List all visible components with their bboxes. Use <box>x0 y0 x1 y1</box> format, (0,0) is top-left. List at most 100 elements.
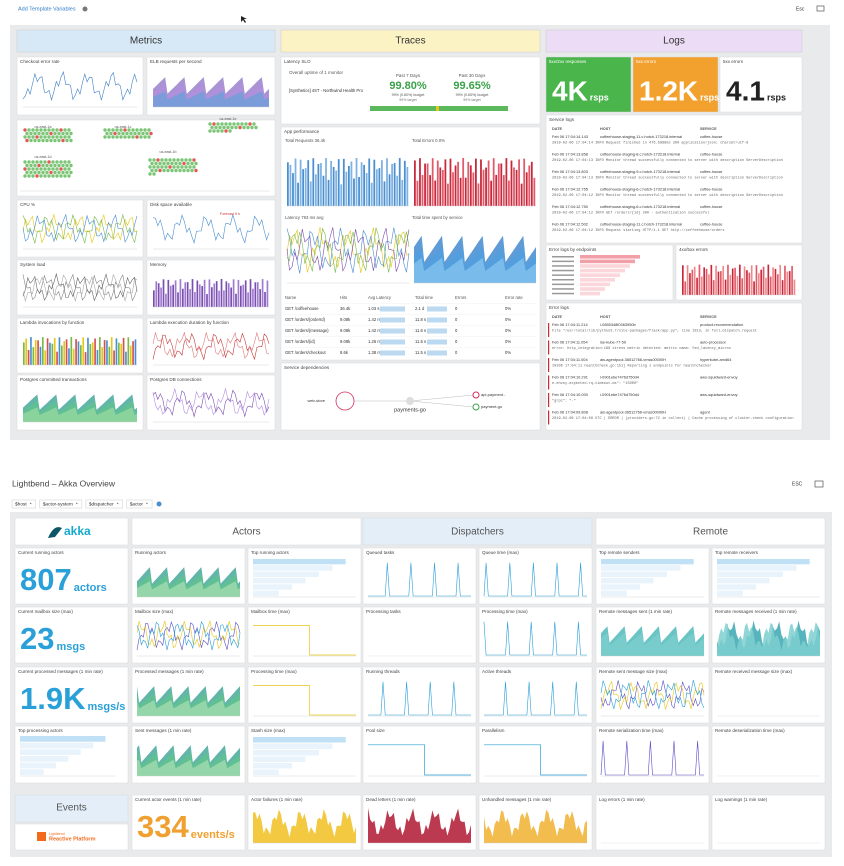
table-cell: 1.42 ms <box>368 328 383 333</box>
list-bar <box>20 762 57 769</box>
filter-chip[interactable] <box>39 499 83 509</box>
chart-line <box>152 331 270 359</box>
chart-bar <box>63 341 66 365</box>
host-dot <box>188 165 192 169</box>
chart-bar <box>691 269 694 295</box>
host-dot <box>55 128 59 132</box>
panel-title: Stash size (max) <box>251 728 286 733</box>
esc-button[interactable]: ESC <box>792 481 803 487</box>
dep-node[interactable] <box>406 397 414 405</box>
chart-bar <box>416 180 419 206</box>
chart-bar <box>208 279 211 307</box>
host-dot <box>139 135 143 139</box>
panel <box>16 56 144 116</box>
chart-bar <box>189 289 191 307</box>
panel-title: Latency SLO <box>284 59 311 64</box>
host-dot <box>242 125 246 130</box>
chart-title: Total Requests 36.4k <box>285 138 326 143</box>
chart-area <box>153 91 269 107</box>
host-dot <box>33 131 37 136</box>
dep-node[interactable] <box>335 391 355 411</box>
slo-value: 99.65% <box>453 80 491 92</box>
chart-bar <box>393 163 396 206</box>
chart-bar <box>91 342 94 365</box>
host-dot <box>67 167 71 171</box>
chart-bar <box>424 163 426 206</box>
chart-bar <box>360 162 363 206</box>
table-header: Name <box>285 295 297 300</box>
chart-bar <box>215 281 218 307</box>
log-message: 2019-02-06 17:04:12 INFO GET /orders/{id… <box>552 210 709 215</box>
chart-bar <box>715 265 717 295</box>
host-dot <box>61 163 65 168</box>
dep-label: payment-go <box>481 404 503 409</box>
host-dot <box>53 131 57 136</box>
tv-icon[interactable] <box>816 5 825 12</box>
chart-bar <box>774 268 777 295</box>
chart-bar <box>56 351 58 365</box>
chart-bar <box>58 337 61 365</box>
section-title: Events <box>56 803 87 814</box>
host-dot <box>244 122 248 126</box>
host-dot <box>218 125 222 130</box>
chart-bar <box>51 343 54 365</box>
host-dot <box>176 165 180 169</box>
host-dot <box>55 174 59 178</box>
help-icon[interactable] <box>82 6 88 12</box>
chart-bar <box>729 274 732 295</box>
slo-period: Past 7 Days <box>396 73 421 78</box>
chart-bar <box>365 173 368 206</box>
host-dot <box>123 128 127 132</box>
host-dot <box>39 174 43 178</box>
chart-bar <box>701 276 703 295</box>
stat-unit: rsps <box>590 92 609 102</box>
help-icon[interactable] <box>156 501 162 507</box>
chart-bar <box>421 174 424 206</box>
chart-bar <box>731 268 734 295</box>
table-cell: GET /orders/{id} <box>285 339 316 344</box>
table-cell: 11.5 s <box>415 350 426 355</box>
dep-label: api-payment... <box>481 392 506 397</box>
chart-bar <box>287 162 289 206</box>
chart-bar <box>53 337 56 365</box>
endpoint-line <box>552 279 574 281</box>
host-dot <box>67 160 71 164</box>
filter-chip[interactable] <box>126 499 153 509</box>
esc-button[interactable]: Esc <box>796 6 805 12</box>
chart-bar <box>82 337 85 365</box>
table-cell: 8.6k <box>340 350 349 355</box>
chart-bar <box>781 280 784 295</box>
stat-value: 807 <box>20 562 72 597</box>
list-bar <box>717 565 797 571</box>
chart-bar <box>89 344 92 365</box>
hostmap-label: us-east-1a <box>35 125 52 129</box>
chart-line <box>368 562 471 597</box>
filter-chip[interactable] <box>85 499 123 509</box>
dep-node[interactable] <box>472 391 480 399</box>
endpoint-bar <box>580 268 625 273</box>
filter-chip[interactable] <box>11 499 36 509</box>
chart-area <box>137 759 240 776</box>
list-bar <box>253 769 279 775</box>
host-dot <box>232 122 236 126</box>
host-dot <box>65 138 69 143</box>
host-dot <box>236 122 240 126</box>
table-bar <box>380 339 405 345</box>
tv-icon[interactable] <box>814 480 824 488</box>
chart-bar <box>37 340 39 365</box>
panel <box>14 794 129 823</box>
slo-budget: 99% (0.65%) budget <box>456 93 489 97</box>
chart-bar <box>49 342 51 365</box>
panel-title: Top processing actors <box>18 728 63 733</box>
chart-bar <box>96 349 99 365</box>
panel <box>478 666 593 724</box>
chart-area <box>368 808 471 843</box>
host-dot <box>212 129 216 133</box>
host-dot <box>246 125 250 130</box>
chart-line <box>286 227 410 273</box>
dep-node[interactable] <box>472 403 480 411</box>
host-dot <box>154 168 158 173</box>
endpoint-line <box>552 292 574 295</box>
section-header <box>545 29 803 53</box>
template-link[interactable]: Add Template Variables <box>18 6 76 12</box>
